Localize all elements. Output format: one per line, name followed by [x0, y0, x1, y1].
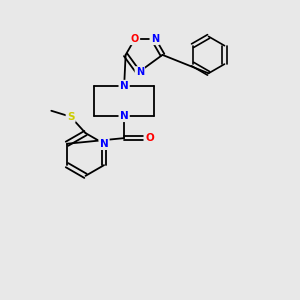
Text: S: S: [67, 112, 74, 122]
Text: N: N: [120, 81, 128, 91]
Text: N: N: [100, 139, 108, 149]
Text: O: O: [131, 34, 139, 44]
Text: N: N: [151, 34, 159, 44]
Text: O: O: [145, 133, 154, 143]
Text: N: N: [120, 111, 128, 121]
Text: N: N: [136, 68, 144, 77]
